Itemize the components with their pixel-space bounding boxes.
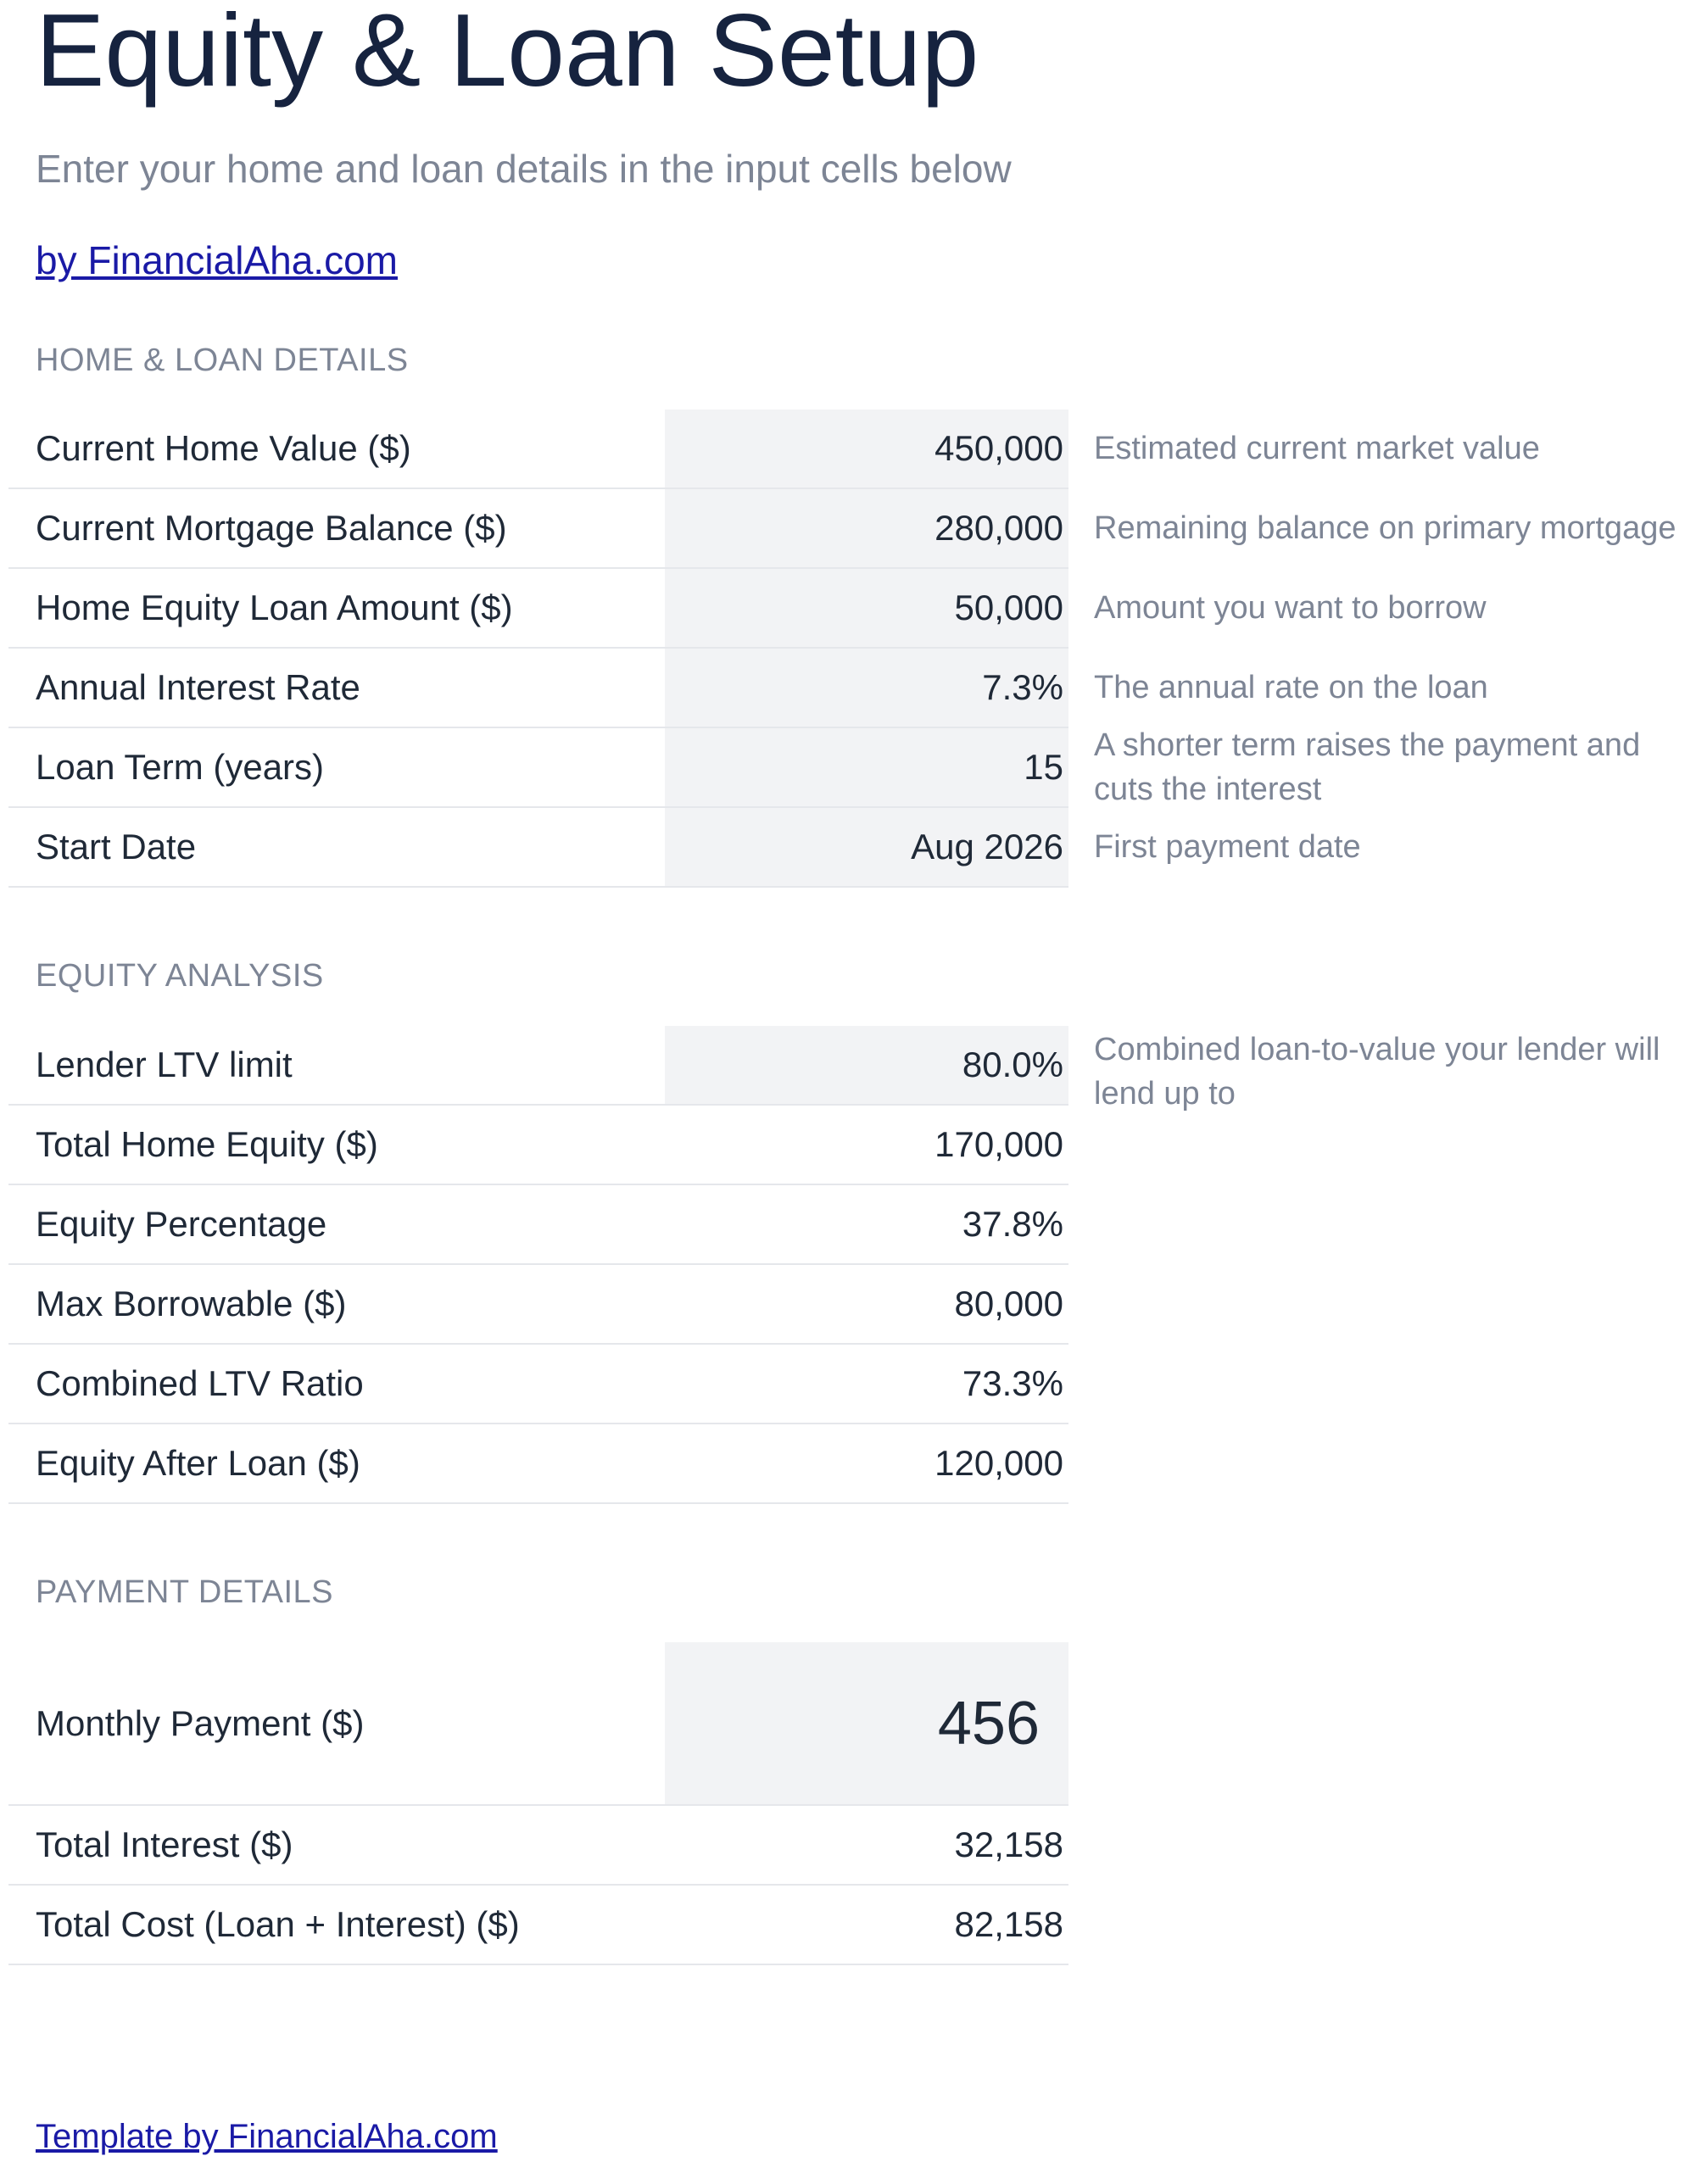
table-row: Current Home Value ($) 450,000 Estimated… [8, 410, 1540, 489]
row-label: Equity Percentage [36, 1204, 327, 1244]
byline-link[interactable]: by FinancialAha.com [36, 238, 398, 282]
section-heading-equity-analysis: EQUITY ANALYSIS [36, 958, 324, 994]
home-loan-table: Current Home Value ($) 450,000 Estimated… [8, 410, 1676, 888]
max-borrowable-value: 80,000 [954, 1284, 1063, 1323]
table-row: Total Home Equity ($) 170,000 [8, 1106, 1068, 1185]
row-note: Combined loan-to-value your lender will … [1094, 1032, 1660, 1112]
table-row: Start Date Aug 2026 First payment date [8, 808, 1361, 888]
row-note: Amount you want to borrow [1094, 589, 1487, 626]
row-note: Remaining balance on primary mortgage [1094, 510, 1676, 546]
equity-percentage-value: 37.8% [962, 1204, 1063, 1244]
table-row: Loan Term (years) 15 A shorter term rais… [8, 727, 1640, 808]
row-label: Current Mortgage Balance ($) [36, 508, 507, 548]
page-title: Equity & Loan Setup [36, 0, 979, 108]
table-row: Equity After Loan ($) 120,000 [8, 1424, 1068, 1504]
row-label: Max Borrowable ($) [36, 1284, 347, 1323]
row-label: Annual Interest Rate [36, 667, 360, 707]
row-label: Current Home Value ($) [36, 428, 411, 468]
row-label: Loan Term (years) [36, 747, 325, 787]
table-row: Total Interest ($) 32,158 [8, 1806, 1068, 1886]
payment-details-table: Monthly Payment ($) 456 Total Interest (… [8, 1642, 1068, 1965]
page-subtitle: Enter your home and loan details in the … [36, 147, 1012, 191]
loan-amount-input[interactable]: 50,000 [665, 569, 1068, 647]
row-label: Home Equity Loan Amount ($) [36, 588, 513, 627]
equity-analysis-table: Lender LTV limit 80.0% Combined loan-to-… [8, 1026, 1660, 1504]
loan-term-input[interactable]: 15 [665, 728, 1068, 806]
total-interest-value: 32,158 [954, 1825, 1063, 1864]
section-heading-home-loan: HOME & LOAN DETAILS [36, 343, 409, 378]
monthly-payment-value: 456 [665, 1642, 1068, 1804]
table-row: Current Mortgage Balance ($) 280,000 Rem… [8, 489, 1676, 569]
total-equity-value: 170,000 [934, 1124, 1063, 1164]
table-row: Monthly Payment ($) 456 [8, 1642, 1068, 1806]
table-row: Lender LTV limit 80.0% Combined loan-to-… [8, 1026, 1660, 1112]
row-note: The annual rate on the loan [1094, 669, 1488, 705]
section-heading-payment-details: PAYMENT DETAILS [36, 1574, 333, 1610]
row-label: Combined LTV Ratio [36, 1363, 364, 1403]
row-label: Total Interest ($) [36, 1825, 293, 1864]
row-label: Equity After Loan ($) [36, 1443, 360, 1483]
table-row: Combined LTV Ratio 73.3% [8, 1345, 1068, 1424]
combined-ltv-value: 73.3% [962, 1363, 1063, 1403]
row-label: Start Date [36, 827, 197, 866]
interest-rate-input[interactable]: 7.3% [665, 649, 1068, 727]
row-label: Monthly Payment ($) [36, 1702, 365, 1743]
row-label: Lender LTV limit [36, 1045, 293, 1084]
row-label: Total Home Equity ($) [36, 1124, 378, 1164]
table-row: Total Cost (Loan + Interest) ($) 82,158 [8, 1886, 1068, 1965]
table-row: Annual Interest Rate 7.3% The annual rat… [8, 649, 1488, 728]
table-row: Max Borrowable ($) 80,000 [8, 1265, 1068, 1345]
row-note: First payment date [1094, 828, 1361, 865]
ltv-limit-input[interactable]: 80.0% [665, 1026, 1068, 1104]
home-value-input[interactable]: 450,000 [665, 410, 1068, 488]
total-cost-value: 82,158 [954, 1904, 1063, 1944]
start-date-input[interactable]: Aug 2026 [665, 808, 1068, 886]
row-label: Total Cost (Loan + Interest) ($) [36, 1904, 520, 1944]
equity-after-loan-value: 120,000 [934, 1443, 1063, 1483]
table-row: Equity Percentage 37.8% [8, 1185, 1068, 1265]
table-row: Home Equity Loan Amount ($) 50,000 Amoun… [8, 569, 1487, 649]
row-note: A shorter term raises the payment and cu… [1094, 727, 1641, 807]
row-note: Estimated current market value [1094, 430, 1540, 466]
mortgage-balance-input[interactable]: 280,000 [665, 489, 1068, 567]
footer-template-link[interactable]: Template by FinancialAha.com [36, 2118, 498, 2155]
